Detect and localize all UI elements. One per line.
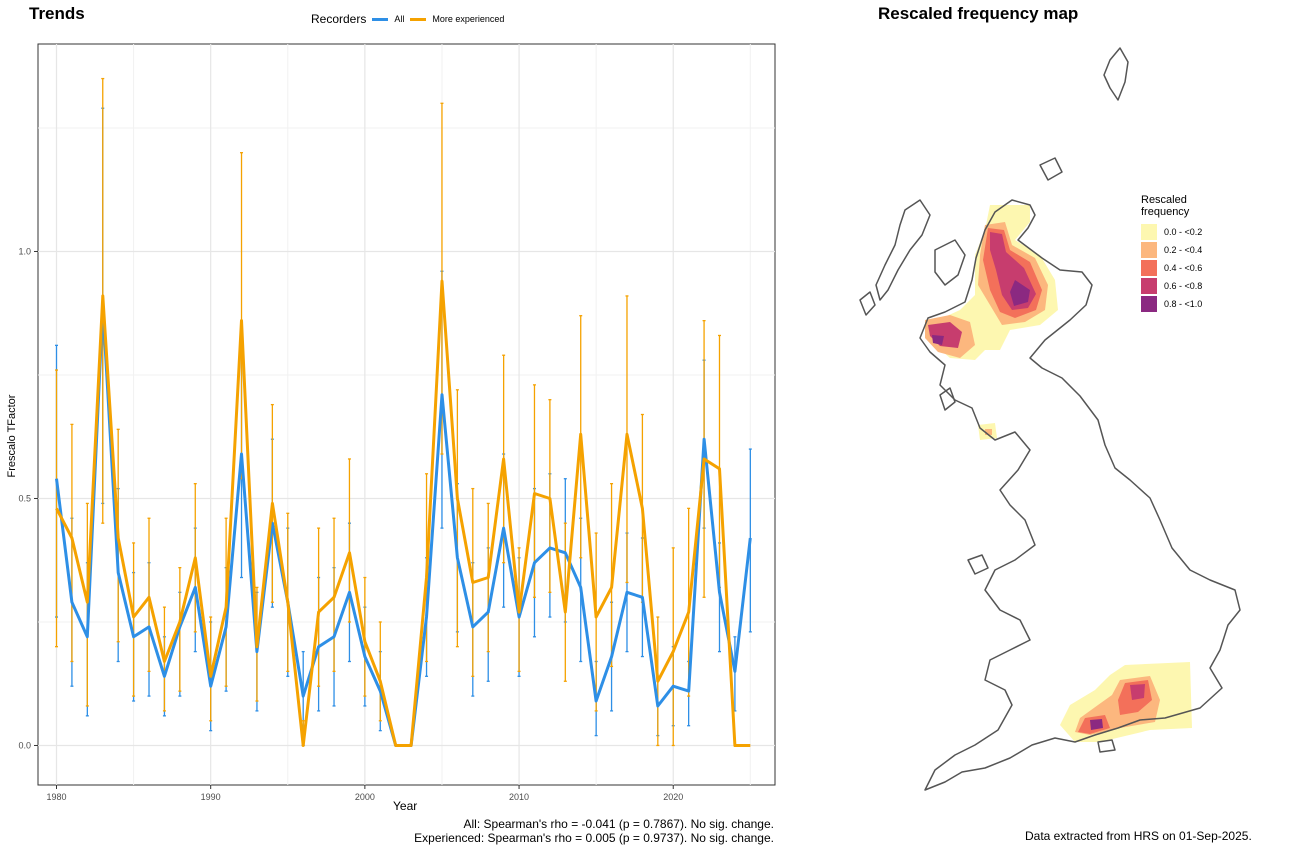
map-legend-label: 0.8 - <1.0 [1164,299,1203,309]
map-legend-label: 0.2 - <0.4 [1164,245,1203,255]
coastline-west-isles [875,199,931,301]
x-tick-label: 2000 [355,792,375,802]
map-legend-row: 0.2 - <0.4 [1141,241,1202,259]
map-legend-swatch [1141,242,1157,258]
legend-item-experienced: More experienced [410,14,504,24]
map-legend-swatch [1141,278,1157,294]
stat-all: All: Spearman's rho = -0.041 (p = 0.7867… [463,817,774,831]
stat-experienced: Experienced: Spearman's rho = 0.005 (p =… [414,831,774,845]
legend-label-experienced: More experienced [432,14,505,24]
y-tick-label: 0.0 [18,740,31,750]
x-tick-label: 1980 [46,792,66,802]
map-legend-title: Rescaled frequency [1141,194,1202,218]
map-legend-row: 0.6 - <0.8 [1141,277,1202,295]
map-legend-label: 0.0 - <0.2 [1164,227,1203,237]
map-legend-swatch [1141,296,1157,312]
y-axis-label: Frescalo TFactor [6,394,18,478]
map-legend-row: 0.8 - <1.0 [1141,295,1202,313]
legend-title: Recorders [311,12,367,26]
gb-outline [859,47,1241,791]
coastline-arran [939,387,956,411]
coastline-wight [1097,739,1116,753]
x-tick-label: 2010 [509,792,529,802]
trends-title: Trends [29,4,85,23]
data-note: Data extracted from HRS on 01-Sep-2025. [1025,829,1252,843]
trends-chart: 0.0 0.5 1.0 1980 1990 2000 2010 2020 [18,43,776,802]
x-tick-label: 2020 [663,792,683,802]
heat-patch [1010,280,1030,306]
heat-patch [1090,719,1103,730]
coastline-orkney [1039,157,1063,181]
axis-ticks: 0.0 0.5 1.0 1980 1990 2000 2010 2020 [18,246,683,802]
map-legend-title-line1: Rescaled [1141,194,1187,206]
coastline-shetland [1103,47,1129,101]
legend-item-all: All [372,14,404,24]
coastline-mainland [919,199,1241,791]
x-tick-label: 1990 [201,792,221,802]
heat-patch [1130,684,1145,700]
legend-swatch-experienced [410,17,427,21]
legend-swatch-all [372,17,389,21]
map-legend-swatch [1141,260,1157,276]
y-tick-label: 1.0 [18,246,31,256]
series-lines [55,279,752,747]
coastline-anglesey [967,554,989,575]
coastline-hebrides [859,291,876,316]
recorders-legend: Recorders All More experienced [311,12,504,26]
map-legend-label: 0.6 - <0.8 [1164,281,1203,291]
heat-patch [932,335,944,345]
series-line-experienced [55,279,751,747]
map-legend: Rescaled frequency 0.0 - <0.2 0.2 - <0.4… [1141,194,1202,313]
map-legend-title-line2: frequency [1141,206,1190,218]
map-heat-north [925,205,1058,440]
map-title: Rescaled frequency map [878,4,1079,23]
y-tick-label: 0.5 [18,493,31,503]
x-axis-label: Year [393,799,418,813]
map-legend-row: 0.4 - <0.6 [1141,259,1202,277]
coastline-skye [934,239,966,286]
frequency-map [859,47,1241,791]
map-heat-south [1060,662,1192,742]
map-legend-label: 0.4 - <0.6 [1164,263,1203,273]
legend-label-all: All [394,14,405,24]
map-legend-row: 0.0 - <0.2 [1141,223,1202,241]
map-legend-swatch [1141,224,1157,240]
